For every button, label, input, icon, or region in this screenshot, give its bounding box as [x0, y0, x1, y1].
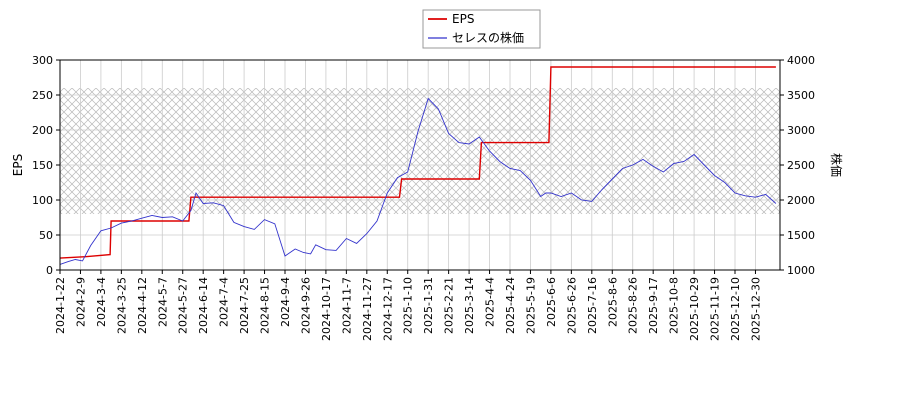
y-left-tick-label: 200 [32, 124, 53, 137]
y-left-tick-label: 100 [32, 194, 53, 207]
x-tick-label: 2024-11-27 [361, 277, 374, 341]
y-right-tick-label: 1000 [787, 264, 815, 277]
y-right-axis-title: 株価 [829, 153, 844, 177]
shaded-band [60, 88, 780, 214]
x-tick-label: 2025-4-24 [504, 277, 517, 334]
legend-price-label: セレスの株価 [452, 30, 524, 45]
x-tick-label: 2025-4-4 [484, 277, 497, 327]
y-right-tick-label: 1500 [787, 229, 815, 242]
legend-eps-label: EPS [452, 12, 474, 26]
x-tick-label: 2025-6-6 [545, 277, 558, 327]
x-tick-label: 2024-10-17 [320, 277, 333, 341]
x-tick-label: 2025-6-26 [565, 277, 578, 334]
x-tick-label: 2025-11-19 [709, 277, 722, 341]
series-eps-line [59, 66, 776, 259]
y-left-axis-title: EPS [11, 154, 25, 176]
x-tick-label: 2024-4-12 [136, 277, 149, 334]
x-tick-label: 2024-2-9 [74, 277, 87, 327]
x-tick-label: 2025-1-10 [402, 277, 415, 334]
series-price-line [59, 97, 777, 265]
y-left-tick-label: 300 [32, 54, 53, 67]
x-tick-label: 2024-3-25 [115, 277, 128, 334]
y-right-tick-label: 3000 [787, 124, 815, 137]
x-tick-label: 2025-1-31 [422, 277, 435, 334]
x-tick-label: 2024-6-14 [197, 277, 210, 334]
y-right-tick-label: 4000 [787, 54, 815, 67]
legend-box [422, 9, 541, 49]
x-tick-label: 2024-7-4 [218, 277, 231, 327]
x-tick-label: 2025-3-14 [463, 277, 476, 334]
x-tick-label: 2024-3-4 [95, 277, 108, 327]
x-tick-label: 2025-8-6 [606, 277, 619, 327]
y-left-tick-label: 0 [46, 264, 53, 277]
x-tick-label: 2024-9-26 [299, 277, 312, 334]
x-tick-label: 2025-5-19 [524, 277, 537, 334]
x-tick-label: 2024-5-27 [177, 277, 190, 334]
x-tick-label: 2025-9-17 [647, 277, 660, 334]
x-tick-label: 2024-11-7 [340, 277, 353, 334]
x-tick-label: 2024-12-17 [381, 277, 394, 341]
x-tick-label: 2024-1-22 [54, 277, 67, 334]
y-right-tick-label: 2000 [787, 194, 815, 207]
x-tick-label: 2024-7-25 [238, 277, 251, 334]
x-tick-label: 2025-8-26 [627, 277, 640, 334]
y-left-tick-label: 50 [39, 229, 53, 242]
x-tick-label: 2025-2-21 [443, 277, 456, 334]
x-tick-label: 2025-10-8 [668, 277, 681, 334]
x-tick-label: 2025-7-16 [586, 277, 599, 334]
x-tick-label: 2025-12-30 [749, 277, 762, 341]
x-tick-label: 2024-9-4 [279, 277, 292, 327]
x-tick-label: 2025-12-10 [729, 277, 742, 341]
x-tick-label: 2025-10-29 [688, 277, 701, 341]
y-left-tick-label: 250 [32, 89, 53, 102]
x-tick-label: 2024-8-15 [259, 277, 272, 334]
x-tick-label: 2024-5-7 [156, 277, 169, 327]
y-left-tick-label: 150 [32, 159, 53, 172]
y-right-tick-label: 3500 [787, 89, 815, 102]
y-right-tick-label: 2500 [787, 159, 815, 172]
